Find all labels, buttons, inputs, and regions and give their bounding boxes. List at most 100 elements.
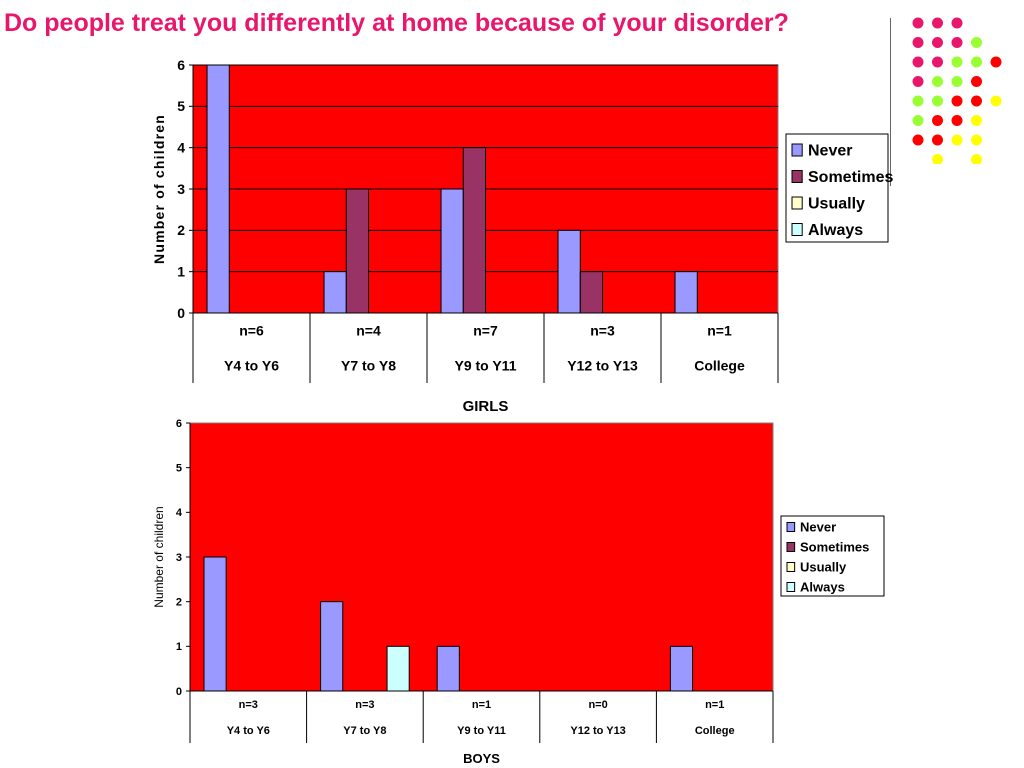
legend-swatch-never bbox=[791, 143, 803, 157]
decorative-dot bbox=[971, 76, 982, 87]
decorative-dot bbox=[951, 37, 963, 48]
legend-label: Always bbox=[800, 580, 845, 595]
slide-title: Do people treat you differently at home … bbox=[4, 9, 789, 37]
y-tick-label: 5 bbox=[177, 98, 185, 114]
bar-never bbox=[203, 556, 227, 692]
legend-swatch-never bbox=[786, 522, 796, 532]
count-label: n=1 bbox=[705, 699, 724, 711]
decorative-dot bbox=[951, 95, 963, 107]
y-tick-label: 6 bbox=[176, 418, 182, 430]
category-label: College bbox=[695, 725, 735, 737]
y-tick-label: 2 bbox=[176, 597, 182, 609]
y-tick-label: 6 bbox=[177, 57, 185, 73]
decorative-dot bbox=[971, 95, 982, 107]
legend-label: Never bbox=[800, 520, 836, 535]
bar-always bbox=[386, 645, 410, 692]
decorative-dot bbox=[932, 95, 943, 107]
decorative-dot bbox=[912, 95, 924, 107]
bar-sometimes bbox=[345, 188, 369, 314]
y-tick-label: 4 bbox=[176, 507, 183, 519]
decorative-dot bbox=[951, 115, 963, 126]
legend bbox=[785, 133, 889, 243]
decorative-dot bbox=[912, 76, 924, 87]
legend-label: Sometimes bbox=[800, 540, 869, 555]
decorative-dot bbox=[951, 76, 963, 87]
bar-never bbox=[669, 645, 694, 692]
decorative-dot bbox=[990, 56, 1002, 68]
legend-label: Never bbox=[808, 143, 852, 160]
category-label: Y9 to Y11 bbox=[457, 725, 506, 737]
bar-never bbox=[323, 271, 347, 314]
legend-swatch-always bbox=[791, 223, 803, 236]
bar-never bbox=[206, 64, 230, 314]
x-axis-label: GIRLS bbox=[463, 398, 509, 415]
category-label: Y7 to Y8 bbox=[343, 725, 386, 737]
legend-swatch-sometimes bbox=[786, 542, 796, 552]
legend-label: Usually bbox=[800, 560, 847, 575]
y-tick-label: 2 bbox=[177, 222, 185, 238]
decorative-dot bbox=[971, 154, 982, 164]
count-label: n=0 bbox=[588, 699, 607, 711]
boys-chart: 0 1 2 3 4 5 6 n=3 Y4 to Y6 n=3 Y7 to Y8 n=1 Y9 to Y1… bbox=[152, 418, 885, 766]
y-axis-label: Number of children bbox=[151, 114, 167, 264]
decorative-dot bbox=[912, 17, 924, 29]
legend-label: Always bbox=[808, 222, 863, 239]
bar-never bbox=[320, 601, 344, 692]
decorative-dot bbox=[951, 134, 963, 146]
bar-sometimes bbox=[579, 271, 604, 314]
y-tick-label: 0 bbox=[176, 686, 182, 698]
y-tick-label: 1 bbox=[176, 641, 182, 653]
decorative-dot bbox=[990, 95, 1002, 107]
bar-never bbox=[557, 229, 581, 314]
count-label: n=1 bbox=[472, 699, 491, 711]
bar-sometimes bbox=[462, 147, 486, 314]
legend-swatch-usually bbox=[786, 562, 796, 572]
decorative-dot bbox=[912, 56, 924, 68]
y-tick-label: 3 bbox=[177, 181, 185, 197]
count-label: n=3 bbox=[590, 322, 615, 338]
decorative-dot bbox=[971, 134, 982, 146]
count-label: n=7 bbox=[473, 322, 498, 338]
legend-label: Usually bbox=[808, 196, 865, 213]
decorative-dot bbox=[912, 115, 924, 126]
category-label: Y4 to Y6 bbox=[224, 357, 279, 373]
y-tick-label: 0 bbox=[177, 305, 185, 321]
decorative-dot bbox=[912, 134, 924, 146]
decorative-dot bbox=[932, 115, 943, 126]
legend-swatch-usually bbox=[791, 196, 803, 210]
decorative-dots bbox=[912, 17, 1002, 164]
legend-label: Sometimes bbox=[808, 169, 893, 186]
divider-line bbox=[890, 18, 891, 186]
decorative-dot bbox=[971, 37, 982, 48]
bar-never bbox=[436, 645, 460, 692]
category-label: Y4 to Y6 bbox=[227, 725, 270, 737]
decorative-dot bbox=[932, 17, 943, 29]
count-label: n=6 bbox=[239, 322, 264, 338]
decorative-dot bbox=[971, 115, 982, 126]
decorative-dot bbox=[951, 56, 963, 68]
y-tick-label: 4 bbox=[177, 140, 185, 156]
y-tick-label: 3 bbox=[176, 552, 182, 564]
count-label: n=3 bbox=[239, 699, 258, 711]
legend-swatch-always bbox=[786, 582, 796, 592]
category-label: Y12 to Y13 bbox=[567, 357, 638, 373]
bar-never bbox=[674, 271, 698, 314]
category-label: Y12 to Y13 bbox=[570, 725, 625, 737]
y-tick-label: 1 bbox=[177, 264, 185, 280]
count-label: n=3 bbox=[355, 699, 374, 711]
y-tick-label: 5 bbox=[176, 463, 182, 475]
legend bbox=[780, 515, 885, 597]
category-label: College bbox=[694, 357, 745, 373]
decorative-dot bbox=[971, 56, 982, 68]
decorative-dot bbox=[912, 37, 924, 48]
legend-swatch-sometimes bbox=[791, 170, 803, 183]
category-label: Y7 to Y8 bbox=[341, 357, 396, 373]
count-label: n=4 bbox=[356, 322, 381, 338]
decorative-dot bbox=[951, 17, 963, 29]
x-axis-label: BOYS bbox=[463, 751, 500, 766]
bar-never bbox=[440, 188, 464, 314]
decorative-dot bbox=[932, 56, 943, 68]
count-label: n=1 bbox=[707, 322, 732, 338]
girls-chart: 0 1 2 3 4 5 6 n=6 Y4 to Y6 n=4 Y7 to Y8 n=7 Y9 to Y1… bbox=[151, 57, 893, 415]
decorative-dot bbox=[932, 37, 943, 48]
